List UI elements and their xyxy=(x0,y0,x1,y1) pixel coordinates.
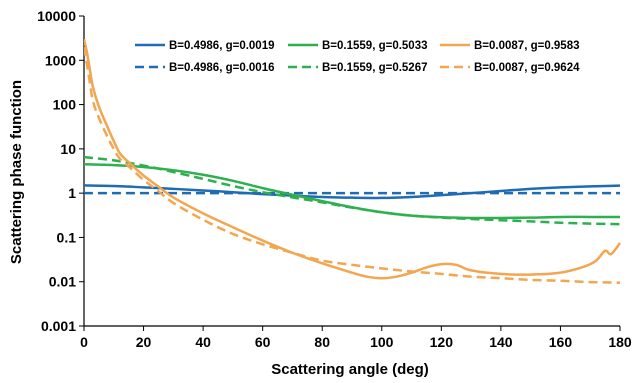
x-tick-label: 20 xyxy=(136,334,152,350)
y-axis-ticks: 0.001 0.01 0.1 1 10 100 1000 10000 xyxy=(37,8,84,334)
y-axis-title: Scattering phase function xyxy=(8,80,25,264)
x-tick-label: 160 xyxy=(549,334,573,350)
legend-label: B=0.4986, g=0.0016 xyxy=(169,62,275,74)
y-tick-label: 100 xyxy=(53,97,77,113)
x-tick-label: 80 xyxy=(314,334,330,350)
x-tick-label: 0 xyxy=(80,334,88,350)
axes xyxy=(83,16,620,327)
y-tick-label: 0.01 xyxy=(49,274,76,290)
legend: B=0.4986, g=0.0019 B=0.1559, g=0.5033 B=0.… xyxy=(135,40,580,74)
legend-label: B=0.1559, g=0.5267 xyxy=(322,62,428,74)
legend-label: B=0.0087, g=0.9583 xyxy=(474,40,580,52)
x-tick-label: 100 xyxy=(370,334,394,350)
x-tick-label: 180 xyxy=(608,334,632,350)
series-line-4 xyxy=(84,155,621,226)
y-tick-label: 10 xyxy=(60,141,76,157)
y-tick-label: 1000 xyxy=(45,52,76,68)
plot-lines xyxy=(84,38,622,284)
y-tick-label: 1 xyxy=(68,185,76,201)
x-tick-label: 40 xyxy=(195,334,211,350)
y-tick-label: 0.001 xyxy=(41,318,76,334)
legend-label: B=0.1559, g=0.5033 xyxy=(322,40,428,52)
x-tick-label: 120 xyxy=(430,334,454,350)
legend-label: B=0.4986, g=0.0019 xyxy=(169,40,275,52)
series-line-5 xyxy=(84,38,622,280)
series-line-6 xyxy=(84,46,621,284)
y-tick-label: 0.1 xyxy=(57,229,77,245)
x-axis-title: Scattering angle (deg) xyxy=(271,361,429,378)
y-tick-label: 10000 xyxy=(37,8,76,24)
series-line-1 xyxy=(84,184,621,200)
x-tick-label: 60 xyxy=(255,334,271,350)
x-axis-ticks: 0 20 40 60 80 100 120 140 160 180 xyxy=(80,326,632,350)
x-tick-label: 140 xyxy=(489,334,513,350)
legend-label: B=0.0087, g=0.9624 xyxy=(474,62,580,74)
